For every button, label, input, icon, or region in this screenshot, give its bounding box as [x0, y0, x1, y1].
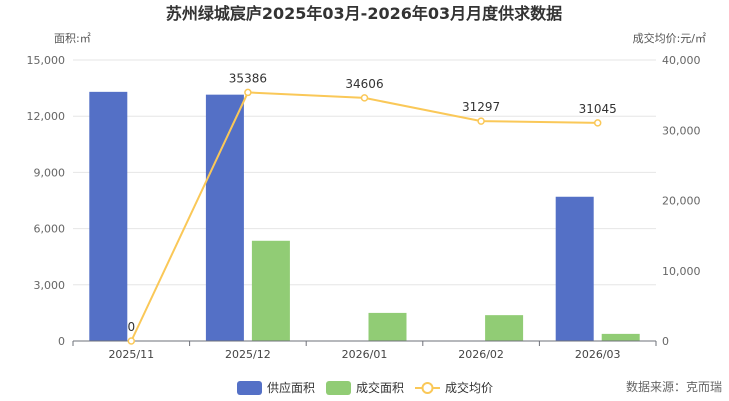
data-label: 34606: [345, 77, 383, 91]
line-point[interactable]: [477, 117, 485, 125]
left-axis-label: 面积:㎡: [54, 32, 91, 45]
x-tick-label: 2026/01: [342, 348, 388, 361]
data-label: 31045: [579, 102, 617, 116]
bar[interactable]: [555, 196, 594, 341]
legend-label: 成交面积: [356, 380, 404, 395]
right-axis-label: 成交均价:元/㎡: [633, 31, 706, 45]
data-label: 31297: [462, 100, 500, 114]
x-tick-label: 2026/02: [458, 348, 504, 361]
price-line: [130, 91, 598, 342]
data-labels: 0 35386 34606 31297 31045: [127, 71, 616, 334]
data-label: 35386: [229, 71, 267, 85]
bar[interactable]: [205, 94, 244, 341]
line-point[interactable]: [360, 94, 369, 102]
line-point[interactable]: [127, 337, 136, 345]
legend-item[interactable]: 供应面积: [237, 380, 315, 395]
source-note: 数据来源：克而瑞: [626, 379, 722, 394]
bar[interactable]: [89, 91, 128, 341]
line-point[interactable]: [593, 119, 602, 127]
legend-swatch: [237, 381, 262, 395]
legend: 供应面积 成交面积 成交均价: [237, 380, 493, 395]
legend-swatch: [326, 381, 351, 395]
x-tick-label: 2025/12: [225, 348, 271, 361]
left-tick-label: 6,000: [34, 223, 66, 236]
bar[interactable]: [251, 240, 290, 341]
x-tick-label: 2026/03: [575, 348, 621, 361]
legend-label: 成交均价: [445, 380, 493, 395]
bar[interactable]: [601, 333, 640, 341]
line-point[interactable]: [244, 88, 252, 97]
x-tick-label: 2025/11: [108, 348, 154, 361]
bar[interactable]: [485, 315, 524, 341]
legend-swatch-marker: [421, 382, 434, 394]
legend-label: 供应面积: [267, 380, 315, 395]
left-tick-label: 12,000: [27, 110, 66, 123]
right-tick-label: 30,000: [662, 124, 701, 137]
chart-title: 苏州绿城宸庐2025年03月-2026年03月月度供求数据: [166, 4, 562, 23]
left-tick-label: 0: [58, 335, 65, 348]
left-tick-label: 9,000: [34, 166, 66, 179]
legend-item[interactable]: 成交面积: [326, 380, 404, 395]
right-tick-label: 10,000: [662, 265, 701, 278]
legend-item[interactable]: 成交均价: [415, 380, 493, 395]
line-layer: [127, 88, 602, 345]
right-tick-label: 0: [662, 335, 669, 348]
axes: 0 3,000 6,000 9,000 12,000 15,000 0 10,000 20,00…: [27, 54, 701, 361]
right-tick-label: 40,000: [662, 54, 701, 67]
left-tick-label: 15,000: [27, 54, 66, 67]
left-tick-label: 3,000: [34, 279, 66, 292]
bar-layer: [89, 91, 640, 341]
right-tick-label: 20,000: [662, 195, 701, 208]
bar[interactable]: [368, 312, 407, 341]
data-label: 0: [127, 320, 135, 334]
